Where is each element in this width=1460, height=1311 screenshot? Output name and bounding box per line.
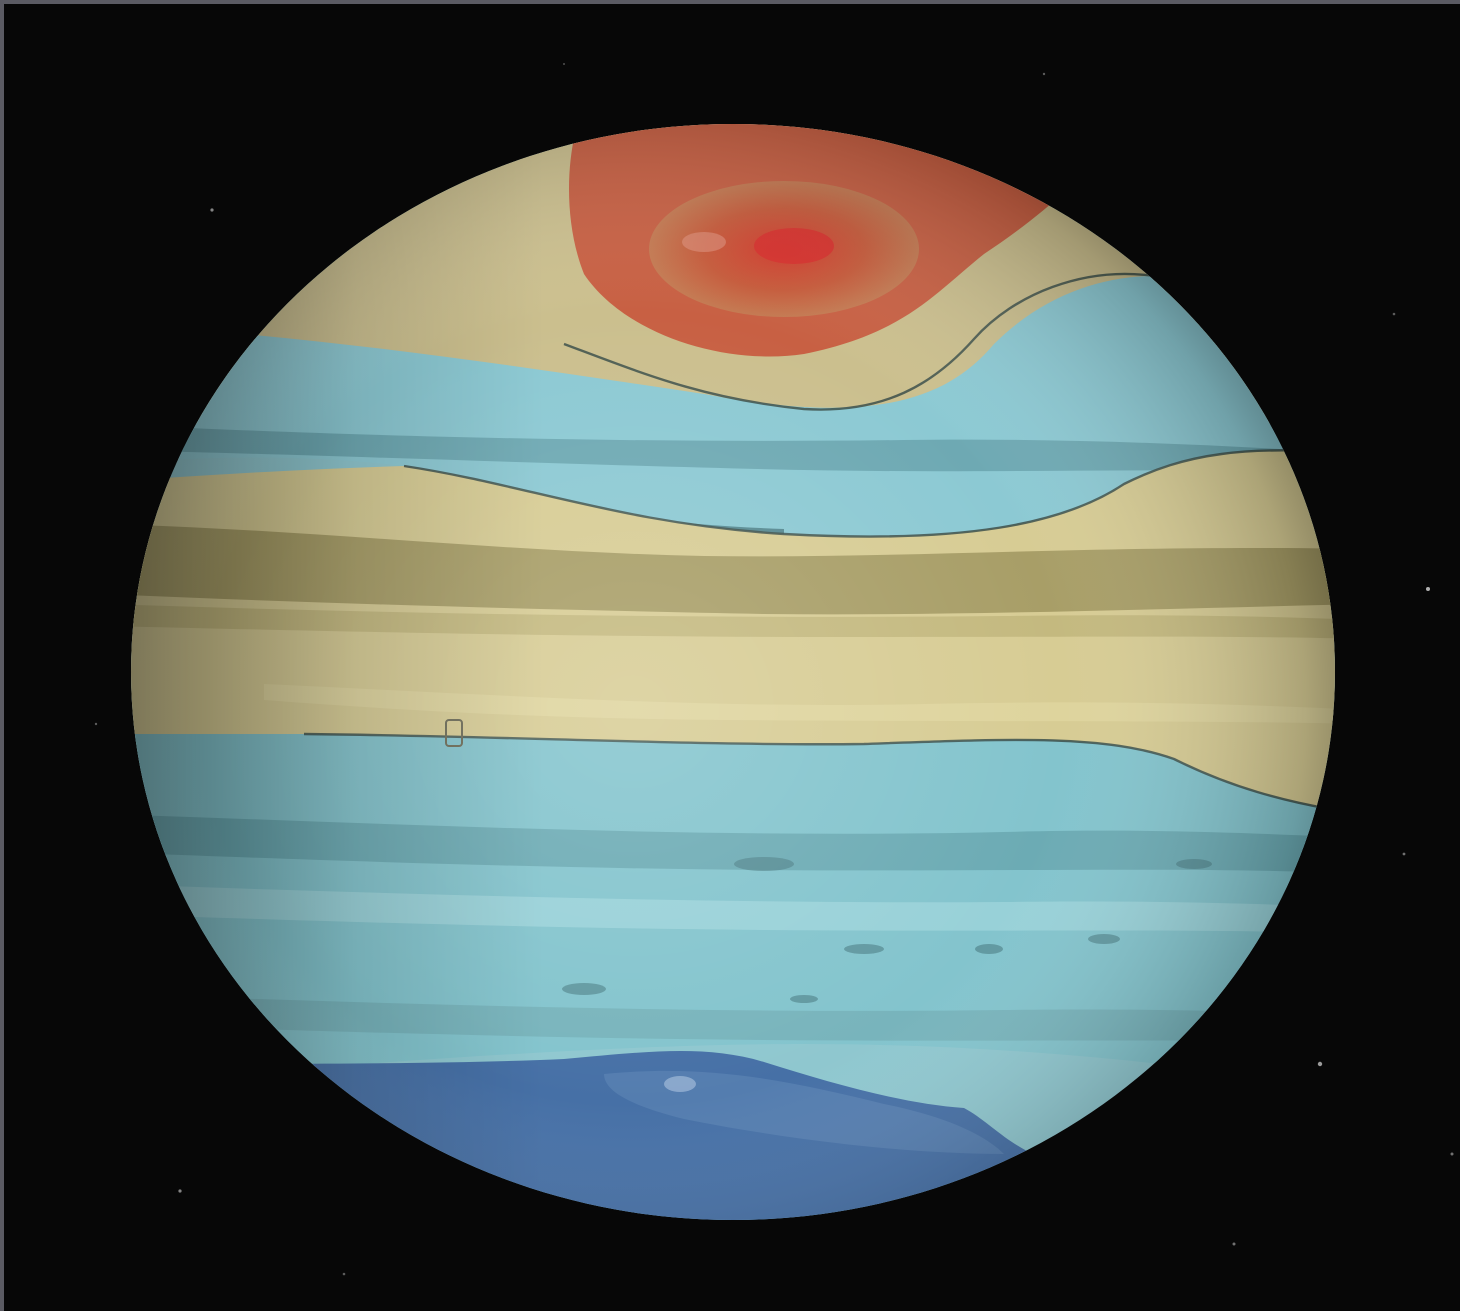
jupiter-scene [94,63,1454,1276]
starfield [94,63,1454,1276]
jupiter-planet [131,124,1335,1220]
